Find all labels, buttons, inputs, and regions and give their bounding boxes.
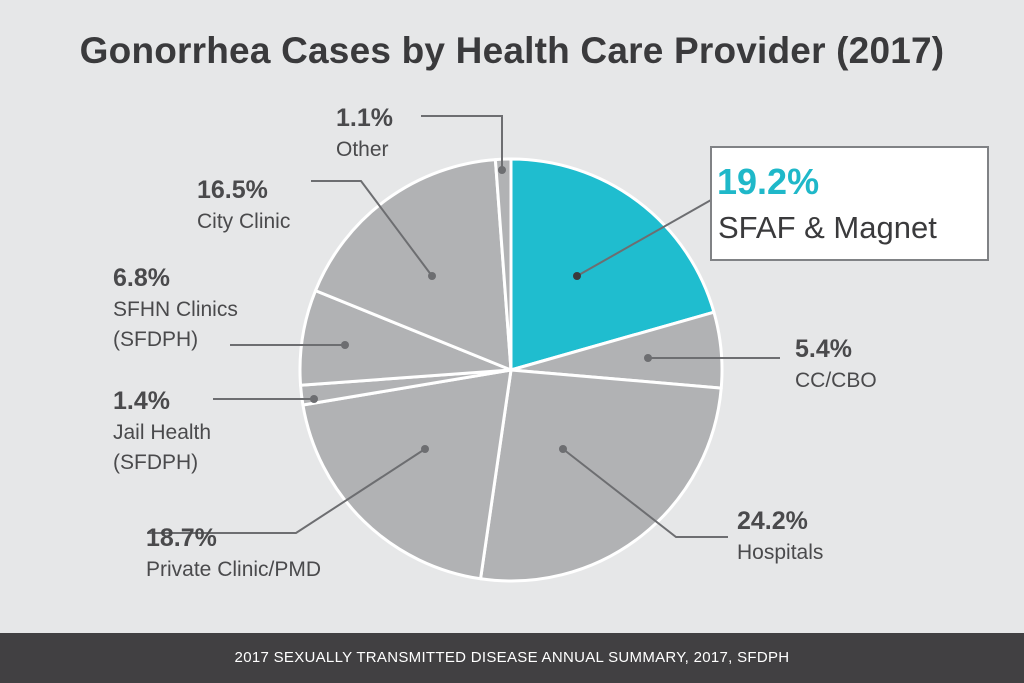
data-label-category-sfhn-clinics-sfdph: SFHN Clinics (113, 298, 238, 321)
data-label-category-sfhn-clinics-sfdph: (SFDPH) (113, 328, 198, 351)
leader-line-other (421, 115, 503, 170)
data-label-value-other: 1.1% (336, 104, 393, 132)
data-label-value-private-clinic-pmd: 18.7% (146, 524, 217, 552)
leader-line-sfaf-magnet (576, 199, 712, 277)
leader-dot-private-clinic-pmd (421, 445, 429, 453)
chart-title: Gonorrhea Cases by Health Care Provider … (79, 30, 945, 71)
pie-slice-hospitals (479, 368, 723, 583)
pie-chart: 19.2% SFAF & Magnet 5.4% CC/CBO 24.2% Hospita… (113, 104, 989, 583)
data-label-category-private-clinic-pmd: Private Clinic/PMD (146, 558, 321, 581)
data-label-value-sfaf-magnet: 19.2% (717, 161, 819, 202)
data-label-category-cc-cbo: CC/CBO (795, 369, 877, 392)
data-label-value-cc-cbo: 5.4% (795, 335, 852, 363)
data-label-value-jail-health-sfdph: 1.4% (113, 387, 170, 415)
data-label-category-hospitals: Hospitals (737, 541, 823, 564)
pie-slice-other (493, 157, 513, 372)
leader-dot-sfhn-clinics-sfdph (341, 341, 349, 349)
pie-slices (298, 157, 724, 583)
pie-slice-private-clinic-pmd (301, 368, 513, 581)
leader-line-city-clinic (311, 180, 433, 277)
highlight-label-box (710, 146, 989, 261)
leader-line-hospitals (562, 448, 728, 538)
data-label-category-jail-health-sfdph: (SFDPH) (113, 451, 198, 474)
data-label-value-city-clinic: 16.5% (197, 176, 268, 204)
data-label-value-hospitals: 24.2% (737, 507, 808, 535)
leader-dot-sfaf-magnet (573, 272, 581, 280)
data-label-category-sfaf-magnet: SFAF & Magnet (718, 210, 937, 245)
leader-dot-hospitals (559, 445, 567, 453)
leader-dot-jail-health-sfdph (310, 395, 318, 403)
source-footer: 2017 SEXUALLY TRANSMITTED DISEASE ANNUAL… (0, 633, 1024, 683)
slice-labels: 19.2% SFAF & Magnet 5.4% CC/CBO 24.2% Hospita… (113, 104, 989, 581)
data-label-value-sfhn-clinics-sfdph: 6.8% (113, 264, 170, 292)
pie-slice-sfaf-magnet (509, 157, 716, 372)
leader-line-private-clinic-pmd (147, 448, 426, 534)
leader-lines (147, 115, 780, 538)
leader-dot-other (498, 166, 506, 174)
leader-dot-cc-cbo (644, 354, 652, 362)
data-label-category-city-clinic: City Clinic (197, 210, 290, 233)
data-label-category-jail-health-sfdph: Jail Health (113, 421, 211, 444)
data-label-category-other: Other (336, 138, 389, 161)
leader-dot-city-clinic (428, 272, 436, 280)
pie-slice-city-clinic (313, 158, 513, 372)
